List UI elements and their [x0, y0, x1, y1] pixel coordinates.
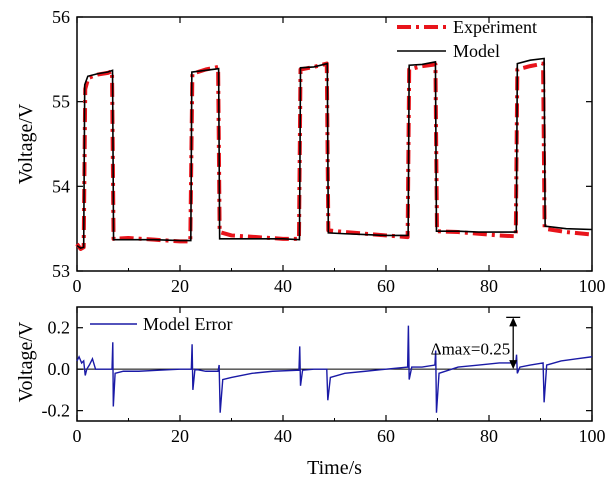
bottom-x-tick-label: 0 [73, 426, 82, 446]
top-x-tick-label: 0 [73, 276, 82, 296]
legend-model-label: Model [453, 41, 500, 61]
top-y-axis-label: Voltage/V [15, 103, 37, 184]
bottom-legend: Model Error [90, 314, 232, 334]
top-x-tick-label: 80 [480, 276, 498, 296]
annotation-arrowhead-up [509, 317, 518, 327]
top-x-tick-label: 60 [377, 276, 395, 296]
bottom-y-tick-label: -0.2 [42, 401, 71, 421]
bottom-series-group [76, 325, 593, 413]
top-legend: Experiment Model [397, 17, 537, 61]
top-y-tick-label: 55 [52, 92, 70, 112]
top-x-tick-label: 20 [171, 276, 189, 296]
x-axis-label: Time/s [307, 457, 362, 479]
annotation-label: Δmax=0.25 [431, 339, 511, 358]
bottom-x-tick-label: 60 [377, 426, 395, 446]
bottom-x-tick-label: 20 [171, 426, 189, 446]
series-model-line [76, 57, 593, 250]
bottom-y-tick-label: 0.0 [48, 359, 71, 379]
top-x-tick-labels: 0 20 40 60 80 100 [73, 276, 606, 296]
bottom-x-tick-labels: 0 20 40 60 80 100 [73, 426, 606, 446]
bottom-y-axis-label: Voltage/V [15, 321, 37, 402]
top-x-tick-label: 100 [579, 276, 606, 296]
series-experiment-line [75, 61, 593, 251]
top-y-tick-label: 53 [52, 261, 70, 281]
top-y-tick-labels: 53 54 55 56 [52, 7, 70, 281]
top-y-tick-label: 54 [52, 176, 70, 196]
bottom-x-tick-label: 40 [274, 426, 292, 446]
series-model-error-line [76, 325, 593, 413]
bottom-y-tick-label: 0.2 [48, 318, 71, 338]
bottom-x-tick-label: 100 [579, 426, 606, 446]
legend-model-error-label: Model Error [143, 314, 232, 334]
bottom-y-tick-labels: -0.2 0.0 0.2 [42, 318, 71, 421]
top-axis-ticks [76, 16, 593, 272]
top-y-tick-label: 56 [52, 7, 70, 27]
top-series-group [75, 57, 593, 251]
top-x-tick-label: 40 [274, 276, 292, 296]
annotation-arrowhead-down [509, 360, 518, 370]
legend-experiment-label: Experiment [453, 17, 537, 37]
bottom-x-tick-label: 80 [480, 426, 498, 446]
delta-max-annotation: Δmax=0.25 [431, 316, 521, 370]
